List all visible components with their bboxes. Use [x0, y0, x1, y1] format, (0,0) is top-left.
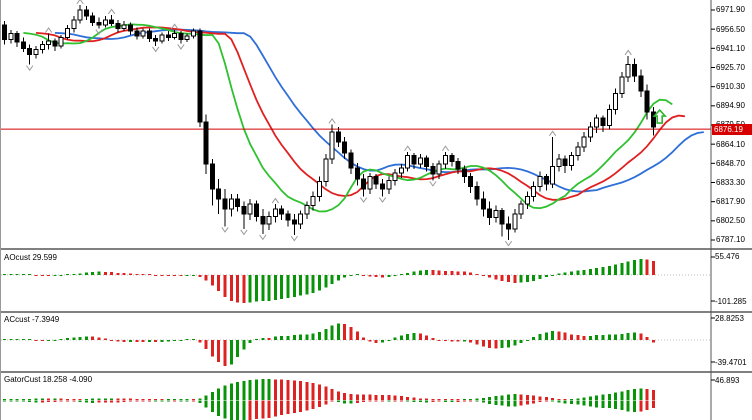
fractal-down-icon — [378, 197, 387, 203]
alligator-teeth-line — [35, 26, 685, 201]
fractal-down-icon — [504, 240, 513, 247]
fractal-down-icon — [221, 227, 229, 233]
ac-histogram — [1, 323, 711, 366]
panel-separator[interactable] — [1, 311, 752, 313]
price-axis: 6971.90 6956.50 6941.10 6925.70 6910.30 6894.… — [715, 0, 752, 420]
ao-scale-max: 55.476 — [715, 252, 740, 261]
candles — [2, 4, 656, 241]
ao-histogram — [1, 259, 711, 303]
fractal-down-icon — [95, 29, 103, 35]
price-axis-label: 6864.10 — [716, 139, 745, 149]
ac-scale-min: -39.4701 — [715, 358, 747, 367]
fractal-down-icon — [259, 234, 267, 241]
fractal-up-icon — [624, 49, 632, 56]
fractal-up-icon — [107, 8, 116, 15]
panel-title-ao: AOcust 29.599 — [4, 253, 57, 262]
main-chart[interactable] — [1, 0, 711, 247]
fractal-up-icon — [170, 23, 179, 30]
fractal-up-icon — [441, 145, 450, 152]
fractal-up-icon — [328, 118, 336, 124]
fractal-up-icon — [404, 145, 412, 152]
fractal-up-icon — [548, 130, 557, 137]
price-axis-label: 6802.50 — [716, 216, 745, 226]
ac-scale-max: 28.8253 — [715, 314, 744, 323]
alligator-lips-line — [23, 23, 673, 213]
price-axis-label: 6848.70 — [716, 158, 745, 168]
fractal-up-icon — [44, 27, 53, 33]
fractal-up-icon — [76, 0, 84, 5]
fractal-arrows — [26, 0, 632, 247]
alligator-jaw-line — [54, 28, 704, 193]
fractal-down-icon — [152, 46, 160, 53]
fractal-down-icon — [26, 65, 34, 71]
fractal-down-icon — [359, 197, 368, 203]
price-axis-label: 6787.10 — [716, 235, 745, 245]
panel-separator[interactable] — [1, 248, 752, 250]
panel-title-ac: ACcust -7.3949 — [4, 315, 60, 324]
price-axis-label: 6925.70 — [716, 62, 745, 72]
price-axis-label: 6971.90 — [716, 5, 745, 15]
panel-title-gator: GatorCust 18.258 -4.090 — [4, 375, 93, 384]
fractal-down-icon — [177, 44, 185, 50]
gator-scale-max: 46.893 — [715, 376, 740, 385]
panel-separator[interactable] — [1, 371, 752, 373]
buy-signal-arrow-icon — [652, 108, 668, 124]
price-axis-label: 6910.30 — [716, 82, 745, 92]
price-axis-label: 6894.90 — [716, 101, 745, 111]
fractal-down-icon — [240, 229, 248, 236]
fractal-down-icon — [429, 181, 437, 187]
gator-histogram — [3, 379, 655, 420]
fractal-down-icon — [290, 235, 298, 242]
price-axis-label: 6941.10 — [716, 43, 745, 53]
fractal-up-icon — [271, 197, 280, 204]
price-axis-label: 6956.50 — [716, 24, 745, 34]
price-axis-label: 6817.90 — [716, 197, 745, 207]
price-axis-label: 6833.30 — [716, 177, 745, 187]
current-price-tag: 6876.19 — [712, 123, 752, 135]
ao-scale-min: -101.285 — [715, 297, 747, 306]
